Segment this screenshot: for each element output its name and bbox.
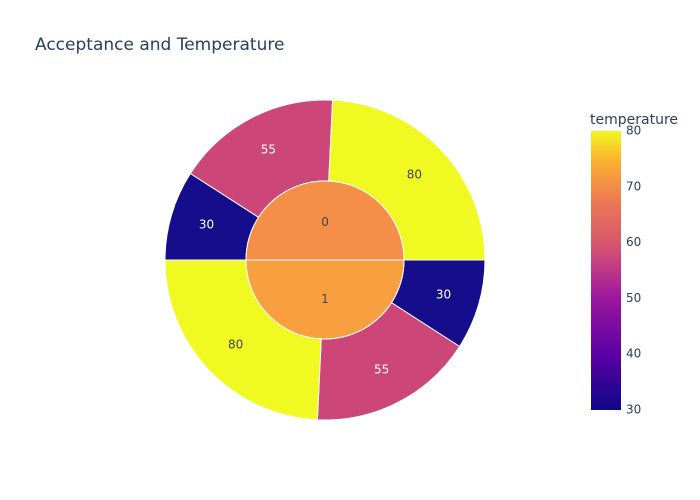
sunburst-outer-label-0-80: 80	[407, 167, 422, 181]
sunburst-outer-label-1-30: 30	[436, 287, 451, 301]
colorbar-tick-label: 40	[626, 347, 641, 361]
colorbar-tick-label: 70	[626, 179, 641, 193]
sunburst-outer-label-0-55: 55	[261, 143, 276, 157]
chart-title: Acceptance and Temperature	[35, 35, 284, 55]
sunburst-inner-label-1: 1	[321, 292, 329, 306]
sunburst-inner-label-0: 0	[321, 214, 329, 228]
colorbar-tick-label: 80	[626, 124, 641, 138]
sunburst-outer-label-0-30: 30	[199, 218, 214, 232]
colorbar-tick-label: 30	[626, 403, 641, 417]
sunburst-inner-segment-0[interactable]	[245, 180, 405, 261]
colorbar: temperature 30 40 50 60 70 80	[590, 112, 678, 417]
colorbar-tick-label: 60	[626, 235, 641, 249]
colorbar-title: temperature	[590, 112, 678, 128]
colorbar-tick-label: 50	[626, 291, 641, 305]
sunburst-plot: 30 55 80 30 55 80 0 1	[164, 99, 486, 421]
sunburst-outer-label-1-55: 55	[374, 362, 389, 376]
colorbar-ticks: 30 40 50 60 70 80	[626, 124, 641, 417]
colorbar-gradient	[591, 131, 621, 410]
sunburst-outer-label-1-80: 80	[228, 338, 243, 352]
sunburst-inner-segment-1[interactable]	[245, 259, 405, 340]
